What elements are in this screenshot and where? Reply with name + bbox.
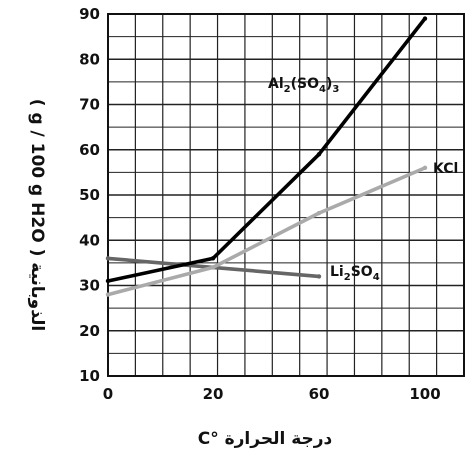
y-tick-label: 60 [79, 141, 100, 159]
x-tick-label: 0 [103, 385, 113, 403]
data-point [105, 292, 111, 297]
series-line-al2so43 [106, 16, 427, 283]
data-point [210, 256, 216, 261]
x-tick-labels: 0 20 60 100 [103, 385, 441, 403]
data-point [422, 16, 428, 21]
x-tick-label: 20 [203, 385, 224, 403]
y-tick-label: 70 [79, 96, 100, 114]
x-tick-label: 60 [309, 385, 330, 403]
x-tick-label: 100 [409, 385, 440, 403]
data-point [105, 256, 111, 261]
data-point [316, 210, 322, 216]
y-tick-label: 20 [79, 322, 100, 340]
y-tick-label: 80 [79, 50, 100, 68]
y-tick-label: 90 [79, 5, 100, 23]
y-tick-labels: 10 20 30 40 50 60 70 80 90 [79, 5, 100, 385]
y-tick-label: 50 [79, 186, 100, 204]
series-label-li2so4: Li2SO4 [330, 264, 380, 283]
y-tick-label: 10 [79, 367, 100, 385]
data-point [210, 265, 216, 270]
data-point [105, 278, 111, 284]
x-axis-title: درجة الحرارة °C [198, 429, 333, 449]
y-tick-label: 30 [79, 277, 100, 295]
series-label-kcl: KCl [433, 161, 458, 177]
series-line-kcl [106, 166, 427, 297]
y-tick-label: 40 [79, 231, 100, 249]
data-point [316, 274, 322, 279]
data-point [316, 152, 322, 157]
grid [107, 13, 465, 377]
data-point [422, 165, 428, 171]
series-lines [105, 16, 428, 297]
series-label-al2so43: Al2(SO4)3 [268, 76, 339, 95]
y-axis-title: الذوبانية ( g / 100 g H2O ) [27, 99, 47, 332]
plot-frame [107, 13, 465, 377]
